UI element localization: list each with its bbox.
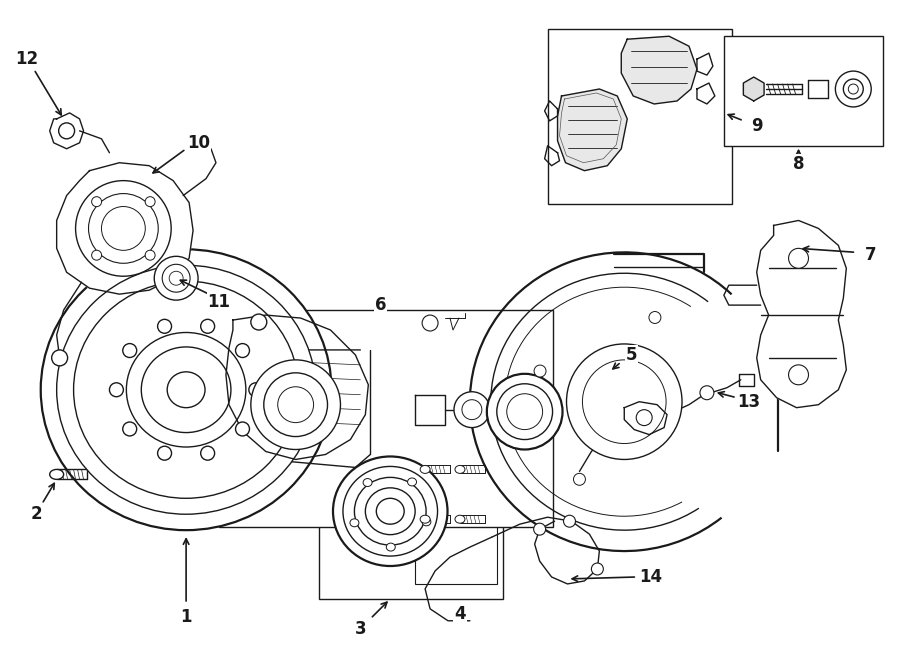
Text: 8: 8 [793,155,805,173]
Polygon shape [557,89,627,171]
Ellipse shape [122,422,137,436]
Text: 4: 4 [454,605,466,623]
Circle shape [507,394,543,430]
Circle shape [563,515,575,527]
Ellipse shape [422,518,431,526]
Text: 2: 2 [31,505,42,523]
Ellipse shape [40,250,331,530]
Ellipse shape [420,515,430,523]
Ellipse shape [74,281,299,498]
Circle shape [700,386,714,400]
Text: 6: 6 [374,296,386,314]
Circle shape [454,392,490,428]
Circle shape [573,473,585,485]
Ellipse shape [248,383,263,397]
Text: 14: 14 [640,568,662,586]
Ellipse shape [455,465,465,473]
Circle shape [162,264,190,292]
Text: 1: 1 [180,608,192,626]
Circle shape [534,365,546,377]
Text: 12: 12 [15,50,39,68]
Circle shape [51,350,68,366]
Text: 9: 9 [751,117,762,135]
Circle shape [92,197,102,207]
Bar [724,36,883,146]
Circle shape [835,71,871,107]
Text: 10: 10 [187,134,211,152]
Circle shape [58,123,75,139]
Circle shape [534,523,545,535]
Ellipse shape [122,344,137,357]
Ellipse shape [158,446,172,460]
Circle shape [497,384,553,440]
Polygon shape [625,402,667,434]
Circle shape [145,250,155,260]
Circle shape [849,84,859,94]
Polygon shape [743,77,764,101]
Polygon shape [621,36,697,104]
Ellipse shape [201,319,214,333]
Ellipse shape [455,515,465,523]
Text: 3: 3 [355,620,366,638]
Circle shape [251,314,266,330]
Circle shape [169,271,183,285]
Circle shape [788,248,808,268]
Circle shape [422,315,438,331]
Bar [415,455,497,584]
Circle shape [636,410,652,426]
Polygon shape [57,163,194,294]
Polygon shape [50,113,84,149]
Circle shape [145,197,155,207]
Bar [547,29,732,203]
Text: 5: 5 [626,346,637,364]
Circle shape [264,373,328,436]
Ellipse shape [420,465,430,473]
Circle shape [251,360,340,449]
Ellipse shape [343,467,437,556]
Circle shape [582,360,666,444]
Ellipse shape [355,477,426,545]
Text: 13: 13 [737,393,760,410]
Ellipse shape [408,478,417,486]
Ellipse shape [167,372,205,408]
Circle shape [102,207,145,250]
Ellipse shape [365,488,415,535]
Polygon shape [757,220,846,408]
Ellipse shape [363,479,372,487]
Ellipse shape [376,498,404,524]
Ellipse shape [333,457,447,566]
Circle shape [88,193,158,263]
Ellipse shape [158,319,172,333]
Ellipse shape [110,383,123,397]
Circle shape [76,181,171,276]
Ellipse shape [236,344,249,357]
Ellipse shape [236,422,249,436]
Bar [319,444,503,599]
Circle shape [462,400,482,420]
Circle shape [566,344,682,459]
Ellipse shape [50,469,64,479]
Ellipse shape [201,446,214,460]
Circle shape [591,563,603,575]
Circle shape [843,79,863,99]
Ellipse shape [57,265,316,514]
Circle shape [487,374,562,449]
Ellipse shape [141,347,231,432]
Text: 11: 11 [208,293,230,311]
Circle shape [92,250,102,260]
Text: 7: 7 [864,246,876,264]
Circle shape [278,387,313,422]
Ellipse shape [350,519,359,527]
Circle shape [788,365,808,385]
Ellipse shape [126,332,246,447]
Circle shape [154,256,198,300]
Ellipse shape [386,543,395,551]
Bar [219,310,553,527]
Circle shape [649,312,661,324]
